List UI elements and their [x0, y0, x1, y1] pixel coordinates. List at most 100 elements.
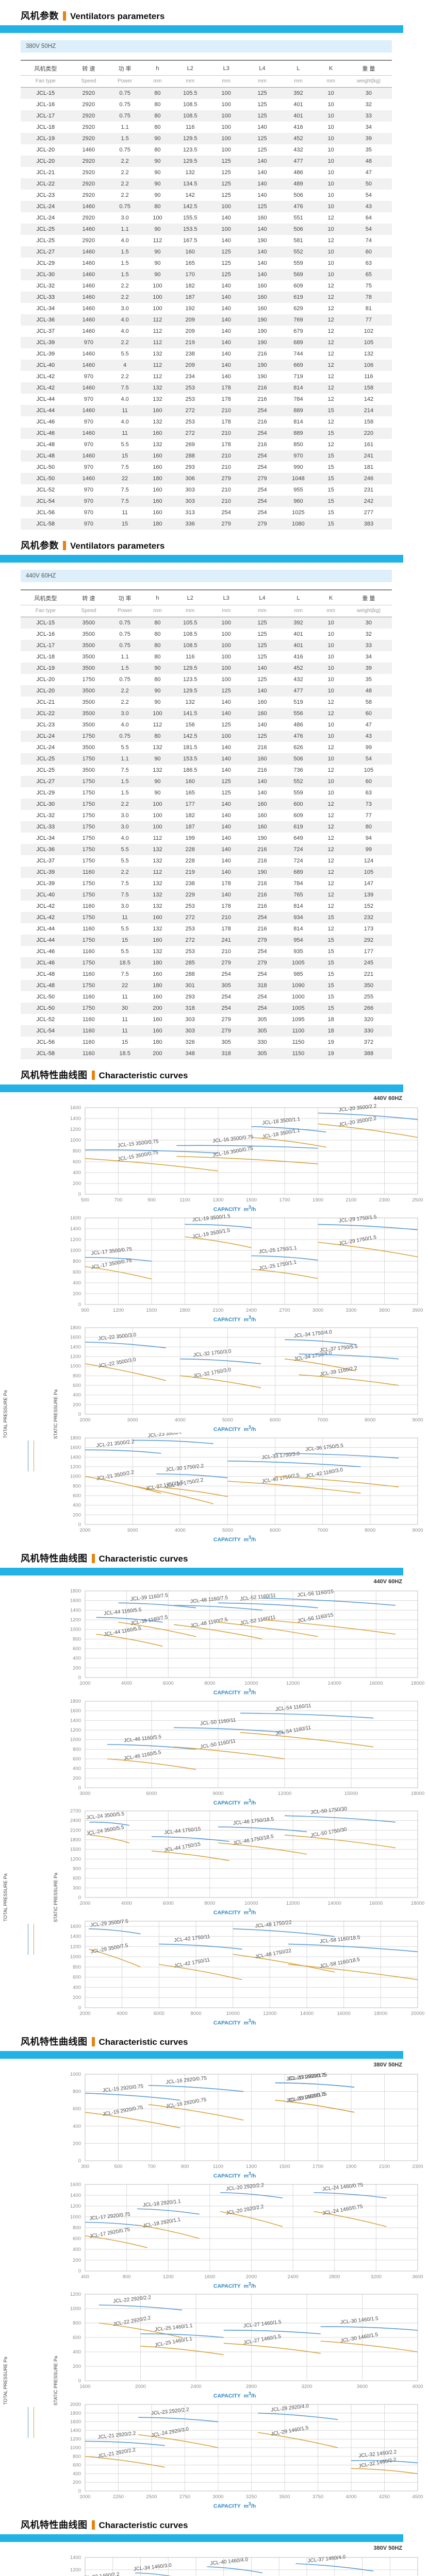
svg-text:14000: 14000 — [328, 1681, 341, 1686]
svg-text:0: 0 — [78, 1675, 81, 1681]
svg-text:1600: 1600 — [70, 1105, 81, 1111]
svg-text:1400: 1400 — [70, 1718, 81, 1723]
svg-text:900: 900 — [73, 1866, 81, 1872]
svg-text:400: 400 — [73, 1393, 81, 1398]
svg-text:0: 0 — [78, 1412, 81, 1417]
svg-text:1200: 1200 — [70, 1727, 81, 1733]
svg-text:0: 0 — [78, 1192, 81, 1197]
svg-text:2100: 2100 — [345, 1197, 356, 1203]
svg-text:3250: 3250 — [246, 2494, 257, 2500]
svg-text:800: 800 — [73, 1373, 81, 1379]
svg-text:1700: 1700 — [312, 2164, 323, 2170]
svg-text:800: 800 — [73, 1964, 81, 1970]
svg-text:1500: 1500 — [70, 1847, 81, 1853]
svg-text:4250: 4250 — [379, 2494, 390, 2500]
svg-text:3600: 3600 — [412, 2274, 423, 2280]
svg-text:1600: 1600 — [70, 2419, 81, 2425]
svg-text:6000: 6000 — [163, 1901, 174, 1906]
svg-text:600: 600 — [73, 1159, 81, 1165]
svg-text:400: 400 — [73, 2124, 81, 2129]
svg-text:600: 600 — [73, 2335, 81, 2341]
svg-text:200: 200 — [73, 1402, 81, 1408]
svg-text:3750: 3750 — [312, 2494, 323, 2500]
svg-text:1200: 1200 — [70, 1127, 81, 1132]
svg-text:800: 800 — [73, 1636, 81, 1642]
svg-text:800: 800 — [73, 2225, 81, 2231]
svg-text:2000: 2000 — [79, 1417, 90, 1423]
svg-text:3300: 3300 — [345, 1308, 356, 1313]
svg-text:400: 400 — [73, 1502, 81, 1508]
svg-text:2250: 2250 — [113, 2494, 124, 2500]
svg-text:0: 0 — [78, 1302, 81, 1308]
svg-text:900: 900 — [81, 1308, 89, 1313]
svg-text:0: 0 — [78, 2158, 81, 2164]
svg-text:4000: 4000 — [121, 1901, 132, 1906]
svg-text:16000: 16000 — [369, 1901, 383, 1906]
svg-text:600: 600 — [73, 1383, 81, 1388]
svg-text:1800: 1800 — [70, 1435, 81, 1441]
svg-text:1200: 1200 — [70, 1617, 81, 1623]
svg-text:1400: 1400 — [70, 2555, 81, 2561]
svg-text:200: 200 — [73, 1291, 81, 1297]
svg-text:1500: 1500 — [279, 2164, 290, 2170]
svg-text:400: 400 — [73, 2349, 81, 2355]
svg-text:1000: 1000 — [70, 2072, 81, 2077]
svg-text:9000: 9000 — [412, 1528, 423, 1533]
svg-text:2000: 2000 — [79, 1528, 90, 1533]
svg-text:1200: 1200 — [70, 2292, 81, 2297]
svg-text:4000: 4000 — [117, 2011, 127, 2016]
svg-text:200: 200 — [73, 2364, 81, 2369]
svg-text:16000: 16000 — [369, 1681, 383, 1686]
svg-text:400: 400 — [73, 1766, 81, 1771]
svg-text:800: 800 — [123, 2274, 131, 2280]
svg-text:300: 300 — [73, 1885, 81, 1891]
svg-text:500: 500 — [81, 1197, 89, 1203]
svg-text:800: 800 — [73, 2453, 81, 2459]
svg-text:5000: 5000 — [222, 1528, 233, 1533]
svg-text:8000: 8000 — [365, 1417, 375, 1423]
svg-text:1300: 1300 — [212, 1197, 223, 1203]
svg-text:6000: 6000 — [146, 1791, 157, 1797]
svg-text:2100: 2100 — [212, 1308, 223, 1313]
svg-text:400: 400 — [73, 1170, 81, 1176]
svg-text:18000: 18000 — [411, 1791, 424, 1797]
svg-text:6000: 6000 — [270, 1528, 281, 1533]
svg-text:3500: 3500 — [279, 2494, 290, 2500]
svg-text:600: 600 — [73, 1646, 81, 1652]
svg-text:6000: 6000 — [154, 2011, 164, 2016]
svg-text:4000: 4000 — [412, 2384, 423, 2389]
svg-text:6000: 6000 — [270, 1417, 281, 1423]
svg-text:1800: 1800 — [70, 1588, 81, 1594]
svg-text:1200: 1200 — [70, 1354, 81, 1360]
svg-text:1600: 1600 — [70, 1445, 81, 1450]
svg-text:1000: 1000 — [70, 1138, 81, 1143]
svg-text:10000: 10000 — [244, 1901, 258, 1906]
svg-text:1100: 1100 — [179, 1197, 190, 1203]
svg-text:600: 600 — [73, 1269, 81, 1275]
svg-text:1200: 1200 — [70, 1237, 81, 1243]
svg-text:1000: 1000 — [70, 1473, 81, 1479]
svg-text:3000: 3000 — [127, 1417, 138, 1423]
svg-text:1600: 1600 — [70, 1598, 81, 1604]
svg-text:2800: 2800 — [246, 2384, 257, 2389]
svg-text:1000: 1000 — [70, 1248, 81, 1253]
svg-text:1000: 1000 — [70, 1737, 81, 1742]
svg-text:3000: 3000 — [212, 2494, 223, 2500]
svg-text:1600: 1600 — [204, 2274, 215, 2280]
svg-text:2300: 2300 — [379, 1197, 390, 1203]
svg-text:1200: 1200 — [70, 1464, 81, 1470]
svg-text:1800: 1800 — [70, 1325, 81, 1331]
svg-text:1800: 1800 — [70, 1699, 81, 1704]
svg-text:2400: 2400 — [70, 1818, 81, 1824]
svg-text:1000: 1000 — [70, 2214, 81, 2220]
svg-text:1600: 1600 — [70, 1335, 81, 1341]
svg-text:5000: 5000 — [222, 1417, 233, 1423]
svg-text:500: 500 — [114, 2164, 123, 2170]
svg-text:1600: 1600 — [79, 2384, 90, 2389]
svg-text:2000: 2000 — [79, 1681, 90, 1686]
svg-text:400: 400 — [73, 2247, 81, 2252]
svg-text:1600: 1600 — [70, 1708, 81, 1714]
svg-text:8000: 8000 — [204, 1681, 215, 1686]
svg-text:1700: 1700 — [279, 1197, 290, 1203]
svg-text:1600: 1600 — [70, 1923, 81, 1929]
